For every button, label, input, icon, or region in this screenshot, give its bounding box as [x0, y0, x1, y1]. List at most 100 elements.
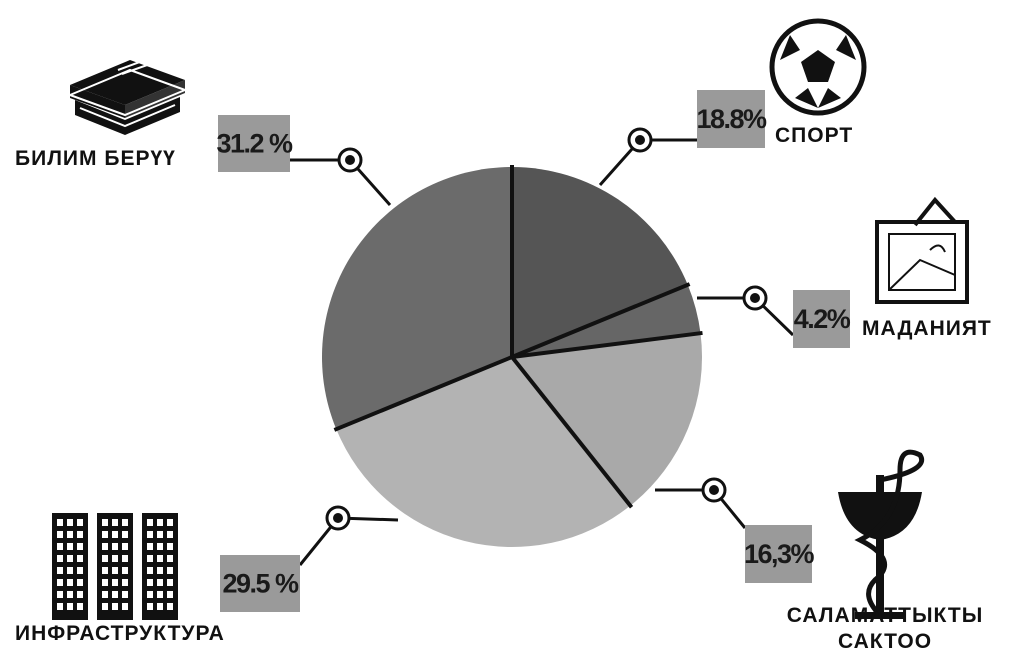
window — [167, 567, 173, 574]
window — [157, 567, 163, 574]
window — [57, 531, 63, 538]
leader-line — [298, 516, 399, 566]
window — [122, 543, 128, 550]
window — [112, 567, 118, 574]
window — [147, 519, 153, 526]
window — [77, 603, 83, 610]
buildings-icon — [52, 513, 178, 620]
category-label: ИНФРАСТРУКТУРА — [15, 622, 225, 645]
category-label: СПОРТ — [775, 124, 853, 147]
window — [122, 531, 128, 538]
window — [112, 531, 118, 538]
window — [57, 555, 63, 562]
window — [77, 579, 83, 586]
window — [102, 579, 108, 586]
value-box — [697, 90, 765, 148]
value-box — [745, 525, 812, 583]
window — [57, 567, 63, 574]
window — [157, 579, 163, 586]
window — [157, 519, 163, 526]
window — [122, 519, 128, 526]
window — [167, 579, 173, 586]
value-box — [793, 290, 850, 348]
window — [167, 591, 173, 598]
pie-slice — [512, 167, 688, 357]
window — [57, 603, 63, 610]
window — [67, 579, 73, 586]
window — [67, 591, 73, 598]
window — [77, 543, 83, 550]
slice-divider — [510, 355, 634, 509]
leader-marker-dot — [709, 485, 719, 495]
category-label: БИЛИМ БЕРҮҮ — [15, 147, 176, 170]
ball-icon — [769, 18, 867, 116]
window — [112, 579, 118, 586]
window — [167, 555, 173, 562]
window — [147, 531, 153, 538]
category-label: САЛАМАТТЫКТЫ САКТОО — [786, 604, 984, 653]
window — [57, 519, 63, 526]
window — [67, 555, 73, 562]
window — [122, 555, 128, 562]
window — [102, 519, 108, 526]
value-label: 29.5 % — [222, 569, 299, 599]
window — [77, 519, 83, 526]
window — [67, 543, 73, 550]
window — [122, 579, 128, 586]
window — [102, 567, 108, 574]
window — [102, 543, 108, 550]
window — [112, 591, 118, 598]
window — [157, 603, 163, 610]
window — [67, 603, 73, 610]
window — [112, 519, 118, 526]
leader-marker-dot — [333, 513, 343, 523]
value-box — [218, 115, 290, 172]
window — [102, 591, 108, 598]
window — [67, 531, 73, 538]
window — [77, 591, 83, 598]
value-label: 31.2 % — [216, 129, 293, 159]
window — [167, 519, 173, 526]
window — [147, 591, 153, 598]
window — [102, 531, 108, 538]
window — [157, 543, 163, 550]
leader-marker-dot — [345, 155, 355, 165]
window — [167, 543, 173, 550]
leader-marker-dot — [635, 135, 645, 145]
window — [147, 603, 153, 610]
leader-line — [655, 488, 747, 529]
window — [112, 555, 118, 562]
window — [147, 579, 153, 586]
window — [67, 567, 73, 574]
books-icon — [69, 59, 188, 135]
window — [147, 555, 153, 562]
window — [147, 543, 153, 550]
slice-divider — [511, 282, 691, 359]
window — [157, 531, 163, 538]
window — [77, 555, 83, 562]
window — [147, 567, 153, 574]
window — [112, 603, 118, 610]
pie-slice — [512, 333, 702, 506]
pie-slice — [336, 357, 631, 548]
window — [77, 531, 83, 538]
window — [102, 603, 108, 610]
window — [102, 555, 108, 562]
window — [57, 591, 63, 598]
window — [77, 567, 83, 574]
frame-icon — [875, 196, 969, 304]
window — [122, 603, 128, 610]
window — [167, 603, 173, 610]
window — [167, 531, 173, 538]
window — [122, 567, 128, 574]
window — [112, 543, 118, 550]
window — [57, 543, 63, 550]
window — [157, 555, 163, 562]
value-label: 18.8% — [696, 104, 767, 134]
slice-divider — [333, 355, 513, 432]
pie-slice — [321, 167, 512, 430]
value-label: 16,3% — [744, 539, 815, 569]
window — [57, 579, 63, 586]
